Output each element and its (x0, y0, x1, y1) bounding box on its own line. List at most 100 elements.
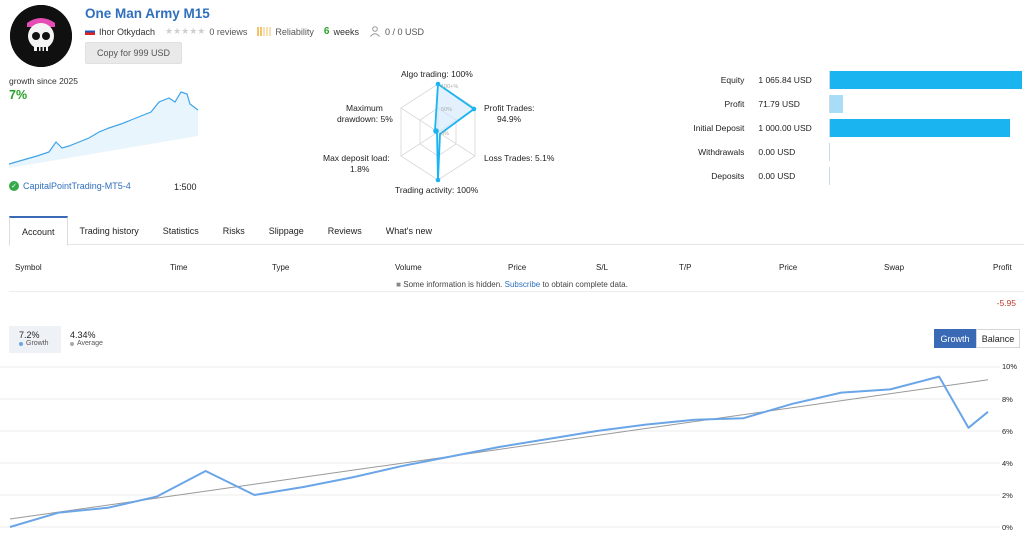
tab-risks[interactable]: Risks (222, 225, 245, 236)
tab-reviews[interactable]: Reviews (327, 225, 362, 236)
col-header-type[interactable]: Type (272, 263, 290, 272)
broker-link[interactable]: ✓ CapitalPointTrading-MT5-4 (9, 181, 131, 191)
growth-since-label: growth since 2025 (9, 76, 78, 86)
radar-label-activity: Trading activity: 100% (395, 185, 479, 195)
profit-row: Profit 71.79 USD (620, 95, 1020, 113)
radar-scale-0: 0% (441, 131, 449, 137)
radar-label-profit-trades-value: 94.9% (497, 114, 522, 124)
radar-label-loss-trades: Loss Trades: 5.1% (484, 153, 555, 163)
col-header-tp[interactable]: T/P (679, 263, 692, 272)
flag-icon (85, 28, 95, 35)
lock-icon: ■ (396, 280, 401, 289)
leverage: 1:500 (174, 182, 197, 192)
withdrawals-row: Withdrawals 0.00 USD (620, 143, 1020, 161)
profit-label: Profit (724, 99, 745, 109)
tab-slippage[interactable]: Slippage (268, 225, 304, 236)
signal-title: One Man Army M15 (85, 6, 210, 21)
radar-point-algo (435, 81, 441, 87)
skull-avatar-icon (10, 5, 72, 67)
subscribers-value: 0 / 0 USD (384, 26, 424, 37)
y-tick-0: 0% (1002, 523, 1013, 532)
reliability-bars-icon (257, 27, 272, 36)
radar-scale-100: 100+% (441, 84, 458, 90)
author[interactable]: Ihor Otkydach (85, 27, 155, 37)
average-series-line (9, 379, 989, 520)
balance-toggle-button[interactable]: Balance (976, 329, 1020, 348)
y-tick-2: 2% (1002, 491, 1013, 500)
growth-series-line (9, 375, 989, 528)
broker-name: CapitalPointTrading-MT5-4 (23, 181, 131, 191)
radar-point-center (433, 128, 439, 134)
deposits-label: Deposits (711, 171, 745, 181)
tab-bar: Account Trading history Statistics Risks… (9, 216, 1024, 246)
initial-deposit-value: 1 000.00 USD (758, 123, 812, 133)
growth-stat-label: Growth (26, 340, 49, 347)
radar-label-algo: Algo trading: 100% (401, 69, 473, 79)
growth-toggle-button[interactable]: Growth (934, 329, 976, 348)
average-dot-icon (70, 341, 74, 346)
tab-whats-new[interactable]: What's new (385, 225, 433, 236)
col-header-volume[interactable]: Volume (395, 263, 422, 272)
subscribe-link[interactable]: Subscribe (504, 280, 541, 289)
mini-growth-line (9, 91, 199, 165)
radar-scale-50: 50% (441, 107, 452, 113)
subscribers: 0 / 0 USD (369, 26, 424, 37)
equity-value: 1 065.84 USD (758, 75, 812, 85)
radar-label-deposit-load-value: 1.8% (350, 164, 370, 174)
profit-bar (830, 95, 843, 113)
equity-row: Equity 1 065.84 USD (620, 71, 1022, 89)
growth-stat-value: 7.2% (19, 330, 40, 340)
withdrawals-label: Withdrawals (698, 147, 745, 157)
tab-account[interactable]: Account (9, 216, 68, 246)
growth-stat[interactable]: 7.2% Growth (9, 326, 61, 353)
weeks: 6 weeks (324, 26, 359, 37)
col-header-swap[interactable]: Swap (884, 263, 905, 272)
y-tick-6: 6% (1002, 427, 1013, 436)
profit-total: -5.95 (996, 298, 1016, 308)
radar-label-drawdown-value: drawdown: 5% (337, 114, 393, 124)
col-header-time[interactable]: Time (170, 263, 188, 272)
growth-since-value: 7% (9, 88, 28, 102)
average-stat-label: Average (77, 340, 103, 347)
col-header-symbol[interactable]: Symbol (15, 263, 42, 272)
tab-statistics[interactable]: Statistics (162, 225, 199, 236)
equity-label: Equity (720, 75, 745, 85)
reviews[interactable]: ★★★★★ 0 reviews (165, 26, 247, 37)
col-header-price-close[interactable]: Price (779, 263, 798, 272)
star-icon: ★★★★★ (165, 26, 206, 36)
radar-label-profit-trades: Profit Trades: (484, 103, 535, 113)
weeks-label: weeks (333, 26, 359, 37)
deposits-value: 0.00 USD (758, 171, 796, 181)
table-divider (9, 291, 1024, 292)
copy-button[interactable]: Copy for 999 USD (85, 42, 182, 64)
reviews-count: 0 reviews (209, 26, 248, 37)
initial-deposit-label: Initial Deposit (693, 123, 745, 133)
radar-label-deposit-load: Max deposit load: (323, 153, 390, 163)
initial-deposit-row: Initial Deposit 1 000.00 USD (620, 119, 1020, 137)
growth-chart (0, 366, 1000, 528)
mini-growth-chart (9, 91, 199, 168)
col-header-sl[interactable]: S/L (596, 263, 609, 272)
col-header-price[interactable]: Price (508, 263, 527, 272)
col-header-profit[interactable]: Profit (993, 263, 1012, 272)
radar-chart: 100+% 50% 0% (400, 81, 477, 183)
average-stat[interactable]: 4.34% Average (70, 330, 103, 347)
deposits-row: Deposits 0.00 USD (620, 167, 1020, 185)
radar-point-activity (435, 177, 441, 183)
mini-growth-area (9, 92, 198, 168)
y-tick-10: 10% (1002, 362, 1018, 371)
growth-dot-icon (19, 341, 23, 346)
hidden-note-text-end: to obtain complete data. (542, 280, 628, 289)
y-tick-4: 4% (1002, 459, 1013, 468)
avatar[interactable] (10, 5, 72, 67)
subscribers-icon (370, 26, 380, 37)
reliability-label: Reliability (275, 26, 314, 37)
tab-trading-history[interactable]: Trading history (79, 225, 139, 236)
signal-meta: Ihor Otkydach ★★★★★ 0 reviews Reliabilit… (85, 25, 424, 38)
weeks-count: 6 (323, 26, 330, 37)
hidden-info-note: ■ Some information is hidden. Subscribe … (0, 280, 1024, 289)
y-tick-8: 8% (1002, 395, 1013, 404)
hidden-note-text: Some information is hidden. (403, 280, 503, 289)
radar-point-profit (471, 106, 477, 112)
verified-check-icon: ✓ (9, 181, 19, 191)
